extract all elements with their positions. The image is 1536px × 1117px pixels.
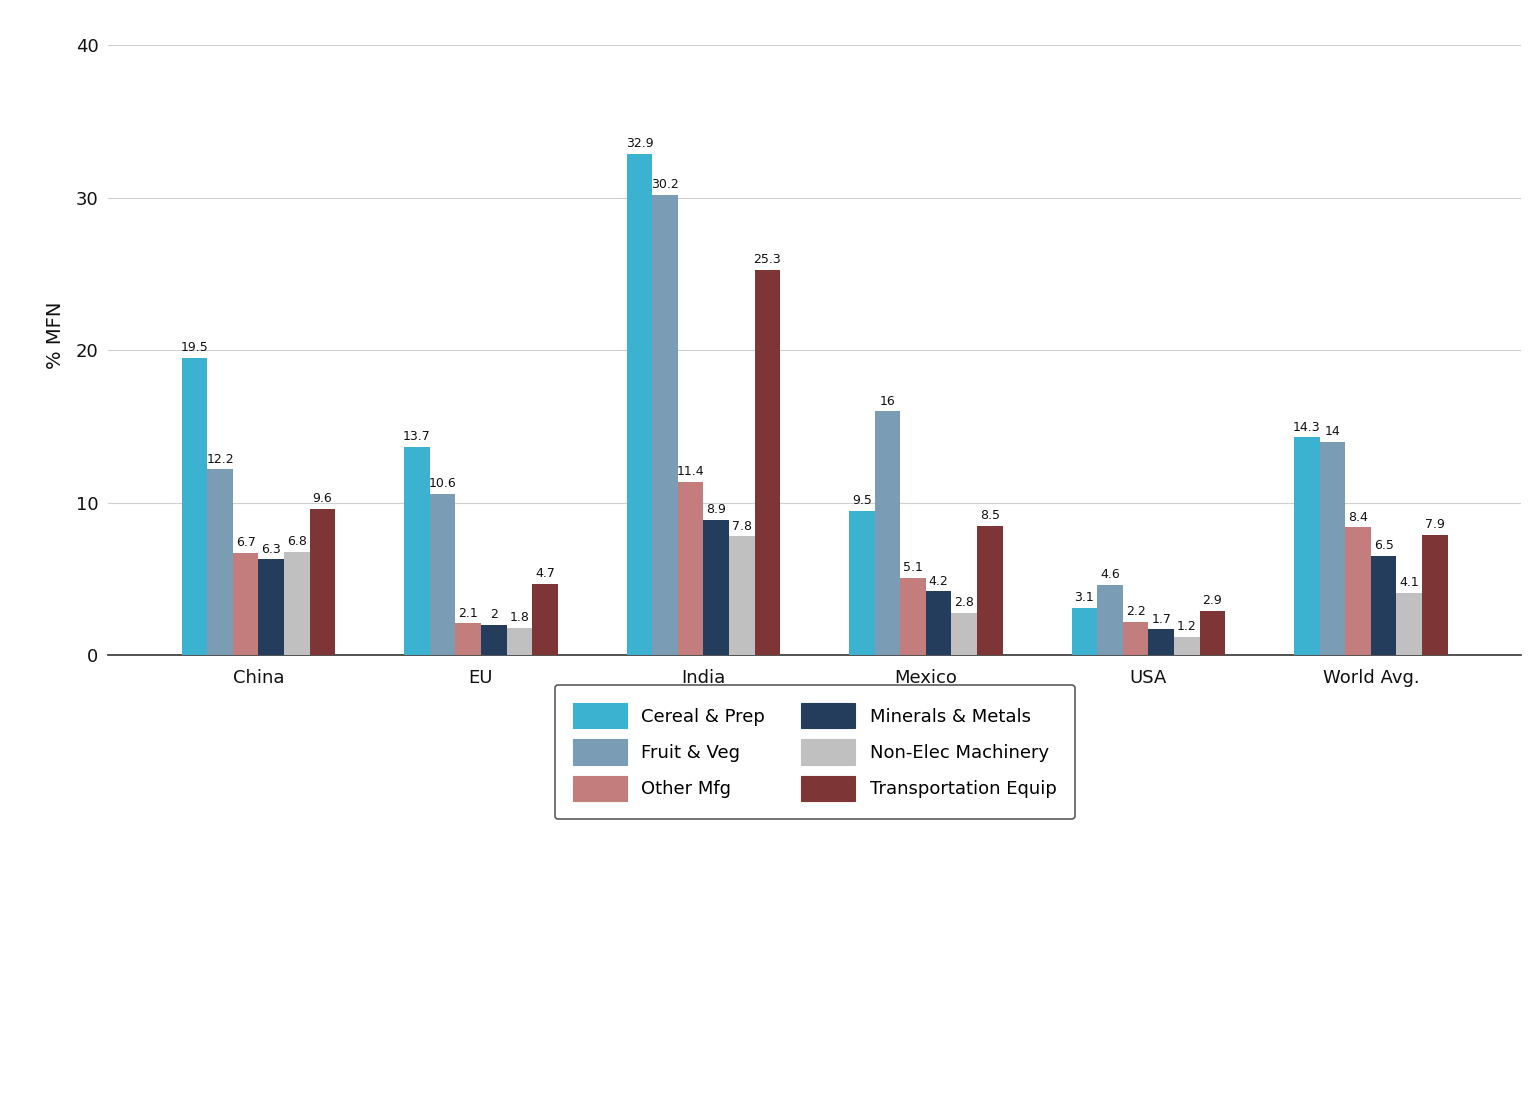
Bar — [284, 552, 310, 656]
Bar — [900, 577, 926, 656]
Text: 2.8: 2.8 — [954, 595, 974, 609]
Text: 4.7: 4.7 — [535, 567, 554, 580]
Bar — [1097, 585, 1123, 656]
Bar — [977, 526, 1003, 656]
Text: 4.6: 4.6 — [1100, 569, 1120, 582]
Bar — [1319, 442, 1346, 656]
Text: 3.1: 3.1 — [1075, 591, 1094, 604]
Bar — [874, 411, 900, 656]
Bar — [754, 269, 780, 656]
Text: 4.2: 4.2 — [929, 574, 949, 588]
Text: 2.1: 2.1 — [458, 607, 478, 620]
Text: 2.9: 2.9 — [1203, 594, 1223, 608]
Text: 13.7: 13.7 — [402, 430, 432, 442]
Text: 19.5: 19.5 — [181, 342, 209, 354]
Text: 1.7: 1.7 — [1150, 612, 1170, 626]
Bar — [1293, 438, 1319, 656]
Bar — [531, 584, 558, 656]
Bar — [181, 359, 207, 656]
Bar — [1072, 608, 1097, 656]
Text: 1.8: 1.8 — [510, 611, 530, 624]
Text: 2.2: 2.2 — [1126, 605, 1146, 618]
Text: 4.1: 4.1 — [1399, 576, 1419, 589]
Bar — [1422, 535, 1447, 656]
Bar — [207, 469, 233, 656]
Bar — [951, 613, 977, 656]
Bar — [481, 624, 507, 656]
Text: 7.8: 7.8 — [731, 519, 751, 533]
Text: 5.1: 5.1 — [903, 561, 923, 574]
Bar — [1396, 593, 1422, 656]
Bar — [926, 591, 951, 656]
Bar — [849, 510, 874, 656]
Bar — [1174, 637, 1200, 656]
Text: 6.8: 6.8 — [287, 535, 307, 548]
Text: 16: 16 — [880, 394, 895, 408]
Text: 14.3: 14.3 — [1293, 420, 1321, 433]
Legend: Cereal & Prep, Fruit & Veg, Other Mfg, Minerals & Metals, Non-Elec Machinery, Tr: Cereal & Prep, Fruit & Veg, Other Mfg, M… — [554, 685, 1075, 819]
Bar — [1346, 527, 1370, 656]
Text: 2: 2 — [490, 608, 498, 621]
Text: 9.6: 9.6 — [312, 493, 332, 505]
Bar — [455, 623, 481, 656]
Text: 14: 14 — [1324, 426, 1341, 438]
Text: 25.3: 25.3 — [754, 252, 782, 266]
Text: 6.3: 6.3 — [261, 543, 281, 555]
Text: 8.5: 8.5 — [980, 509, 1000, 522]
Bar — [1149, 630, 1174, 656]
Text: 10.6: 10.6 — [429, 477, 456, 490]
Bar — [730, 536, 754, 656]
Text: 30.2: 30.2 — [651, 178, 679, 191]
Bar — [1200, 611, 1226, 656]
Bar — [1370, 556, 1396, 656]
Text: 12.2: 12.2 — [206, 452, 233, 466]
Text: 32.9: 32.9 — [625, 137, 653, 150]
Bar — [507, 628, 531, 656]
Text: 9.5: 9.5 — [852, 494, 872, 507]
Text: 6.7: 6.7 — [235, 536, 255, 550]
Text: 7.9: 7.9 — [1425, 518, 1445, 532]
Text: 11.4: 11.4 — [677, 465, 705, 478]
Bar — [677, 481, 703, 656]
Text: 8.9: 8.9 — [707, 503, 727, 516]
Y-axis label: % MFN: % MFN — [46, 302, 65, 369]
Bar — [258, 560, 284, 656]
Text: 6.5: 6.5 — [1373, 540, 1393, 553]
Bar — [233, 553, 258, 656]
Bar — [703, 519, 730, 656]
Bar — [1123, 622, 1149, 656]
Bar — [310, 509, 335, 656]
Text: 8.4: 8.4 — [1349, 510, 1369, 524]
Bar — [404, 447, 430, 656]
Bar — [430, 494, 455, 656]
Bar — [653, 195, 677, 656]
Bar — [627, 154, 653, 656]
Text: 1.2: 1.2 — [1177, 620, 1197, 633]
